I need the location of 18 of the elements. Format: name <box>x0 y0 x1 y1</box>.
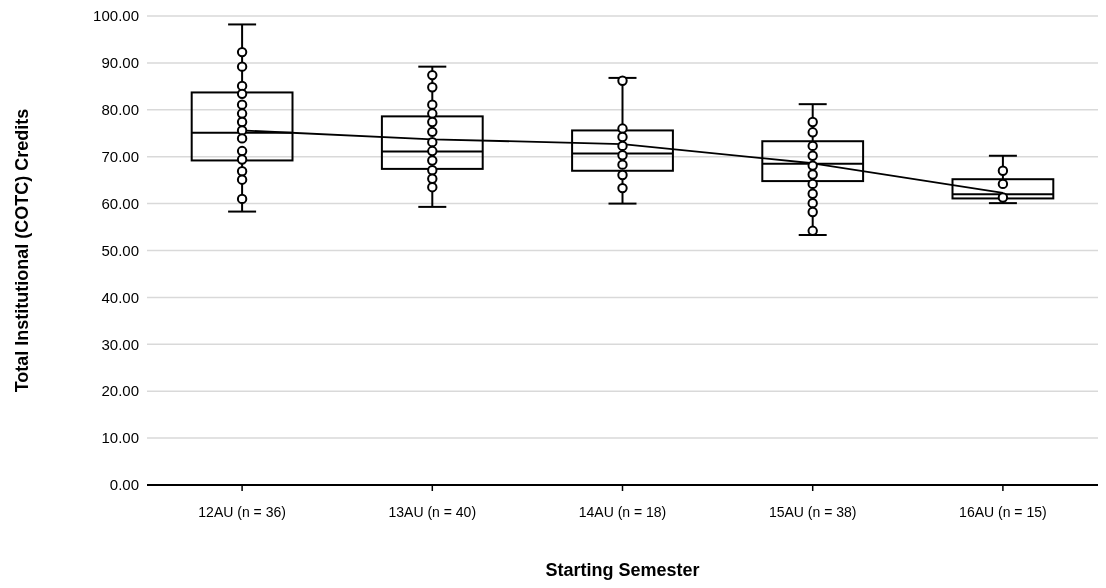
y-tick-label: 80.00 <box>101 101 139 119</box>
x-tick-label: 13AU (n = 40) <box>388 504 477 520</box>
x-tick-label: 16AU (n = 15) <box>959 504 1047 520</box>
x-tick-label: 14AU (n = 18) <box>578 504 667 520</box>
x-tick-label: 15AU (n = 38) <box>768 504 857 520</box>
y-tick-label: 70.00 <box>101 147 139 165</box>
y-tick-label: 50.00 <box>101 241 139 259</box>
y-tick-label: 40.00 <box>101 288 139 306</box>
y-tick-label: 0.00 <box>109 476 139 494</box>
y-axis-title: Total Institutional (COTC) Credits <box>12 108 32 393</box>
y-tick-label: 30.00 <box>101 335 139 353</box>
x-tick-label: 12AU (n = 36) <box>198 504 286 520</box>
y-tick-label: 10.00 <box>101 429 139 447</box>
y-tick-label: 20.00 <box>101 382 139 400</box>
y-tick-label: 100.00 <box>93 7 139 25</box>
y-tick-label: 90.00 <box>101 54 139 72</box>
y-tick-label: 60.00 <box>101 194 139 212</box>
x-axis-title: Starting Semester <box>545 560 700 580</box>
